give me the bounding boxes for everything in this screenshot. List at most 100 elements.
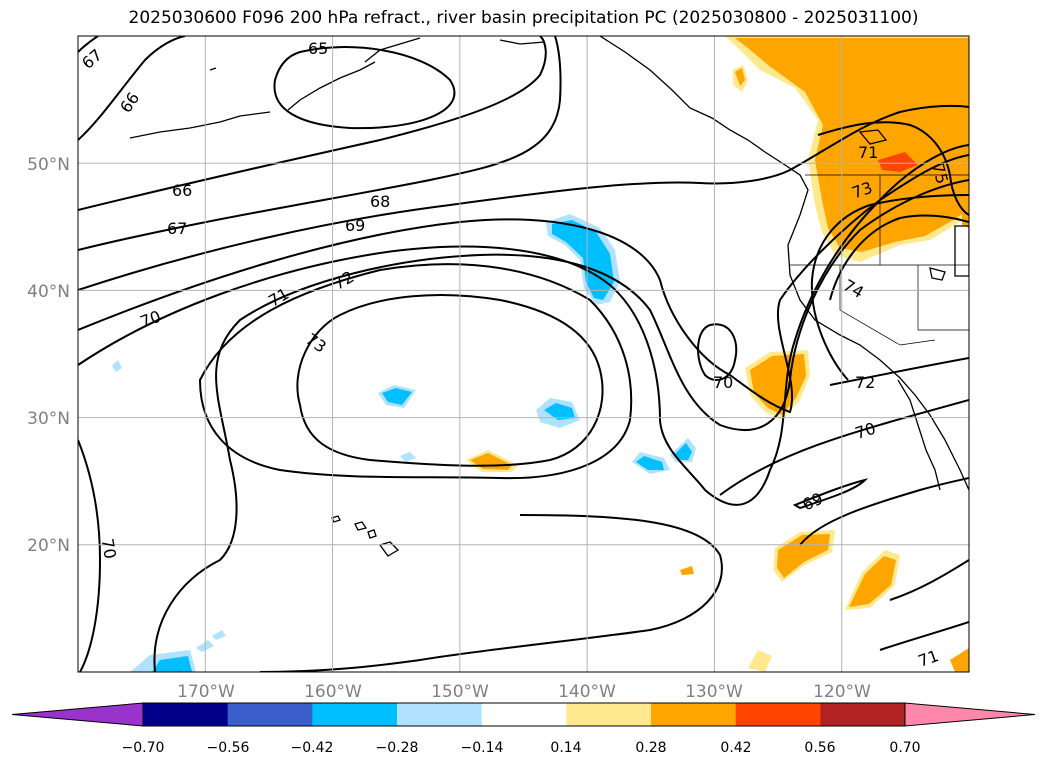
coastline <box>897 379 941 491</box>
colorbar-tick-label: 0.56 <box>804 740 835 756</box>
contour-line <box>879 621 969 651</box>
negative-anomaly-region <box>636 456 664 470</box>
contour-label: 65 <box>308 39 328 58</box>
coastline <box>209 67 217 71</box>
contour-label: 72 <box>330 267 357 294</box>
map-frame <box>77 35 970 673</box>
coastline <box>858 129 888 145</box>
negative-anomaly-region <box>152 656 192 672</box>
contour-label: 70 <box>853 419 878 443</box>
colorbar-tick-label: −0.56 <box>207 740 250 756</box>
political-borders <box>790 174 969 346</box>
contour-label: 72 <box>855 373 875 392</box>
colorbar-tick-label: 0.70 <box>889 740 920 756</box>
coastline <box>364 37 421 63</box>
contour-line <box>697 323 738 381</box>
coastline <box>331 515 341 523</box>
contour-label: 73 <box>302 329 330 356</box>
latitude-labels: 20°N 30°N 40°N 50°N <box>27 155 70 556</box>
colorbar-tick-label: 0.14 <box>550 740 581 756</box>
lon-label: 120°W <box>813 682 871 702</box>
refractivity-contours <box>78 36 969 672</box>
colorbar-tick-label: 0.28 <box>635 740 666 756</box>
contour-label: 74 <box>840 275 867 302</box>
negative-anomaly-region <box>212 630 226 640</box>
contour-line <box>78 144 969 506</box>
negative-anomaly-region <box>674 443 692 460</box>
lat-label: 30°N <box>27 409 70 429</box>
map-title: 2025030600 F096 200 hPa refract., river … <box>128 8 919 28</box>
lat-label: 50°N <box>27 155 70 175</box>
graticule <box>78 36 969 672</box>
colorbar-segment <box>312 703 398 726</box>
contour-line <box>817 121 969 216</box>
positive-anomaly-region <box>680 566 694 575</box>
positive-anomaly-region <box>878 152 918 172</box>
border-line <box>839 265 901 346</box>
contour-label: 75 <box>928 161 952 186</box>
contour-line <box>198 263 633 480</box>
contour-line <box>889 559 969 601</box>
contour-line <box>78 439 102 672</box>
contour-line <box>78 36 99 53</box>
contour-label: 71 <box>916 646 942 671</box>
coastline <box>929 267 946 281</box>
lon-label: 140°W <box>558 682 616 702</box>
positive-anomaly-region <box>735 68 745 86</box>
contour-label: 71 <box>265 284 292 311</box>
coastline <box>287 61 376 111</box>
negative-anomaly-region <box>552 220 614 300</box>
lon-label: 160°W <box>304 682 362 702</box>
colorbar-segment <box>820 703 906 726</box>
positive-anomaly-region <box>950 648 969 672</box>
lat-label: 40°N <box>27 282 70 302</box>
lon-label: 130°W <box>685 682 743 702</box>
colorbar-tick-label: −0.14 <box>461 740 504 756</box>
coastline <box>367 529 377 539</box>
contour-line <box>259 514 723 672</box>
colorbar-segment <box>227 703 313 726</box>
coastline <box>378 541 400 557</box>
negative-anomaly-region <box>544 403 575 420</box>
contour-line <box>792 478 869 510</box>
contour-label: 70 <box>98 537 120 560</box>
negative-anomaly-region <box>112 360 122 372</box>
contour-label: 68 <box>370 192 390 211</box>
lon-label: 170°W <box>177 682 235 702</box>
colorbar: −0.70 −0.56 −0.42 −0.28 −0.14 0.14 0.28 … <box>11 702 1036 756</box>
colorbar-frame <box>142 702 906 727</box>
negative-anomaly-region <box>400 452 416 462</box>
colorbar-segment <box>651 703 737 726</box>
contour-line <box>78 36 547 211</box>
contour-line <box>78 104 969 291</box>
contour-line <box>829 357 969 386</box>
contour-line <box>153 179 969 672</box>
coastline <box>599 36 969 491</box>
colorbar-extend-low <box>11 702 144 727</box>
contour-label: 70 <box>713 373 733 392</box>
negative-anomaly-region <box>382 388 412 405</box>
contour-line <box>799 477 969 546</box>
border-line <box>917 265 969 331</box>
positive-anomaly-region <box>849 556 896 607</box>
colorbar-segment <box>566 703 652 726</box>
colorbar-segment <box>397 703 483 726</box>
colorbar-tick-label: 0.42 <box>720 740 751 756</box>
border-line <box>899 339 936 346</box>
contour-line <box>719 399 969 496</box>
coastlines <box>129 36 969 557</box>
contour-line <box>78 36 562 251</box>
colorbar-extend-high <box>904 702 1036 727</box>
contour-label: 67 <box>167 219 187 238</box>
coastline <box>129 111 271 139</box>
contour-label: 71 <box>858 143 878 162</box>
colorbar-tick-label: −0.70 <box>122 740 165 756</box>
colorbar-segment <box>143 703 229 726</box>
contour-line <box>78 36 186 141</box>
contour-label: 66 <box>172 181 192 200</box>
contour-line <box>810 194 969 381</box>
lat-label: 20°N <box>27 536 70 556</box>
coastline <box>354 521 368 531</box>
coastline <box>499 39 546 45</box>
